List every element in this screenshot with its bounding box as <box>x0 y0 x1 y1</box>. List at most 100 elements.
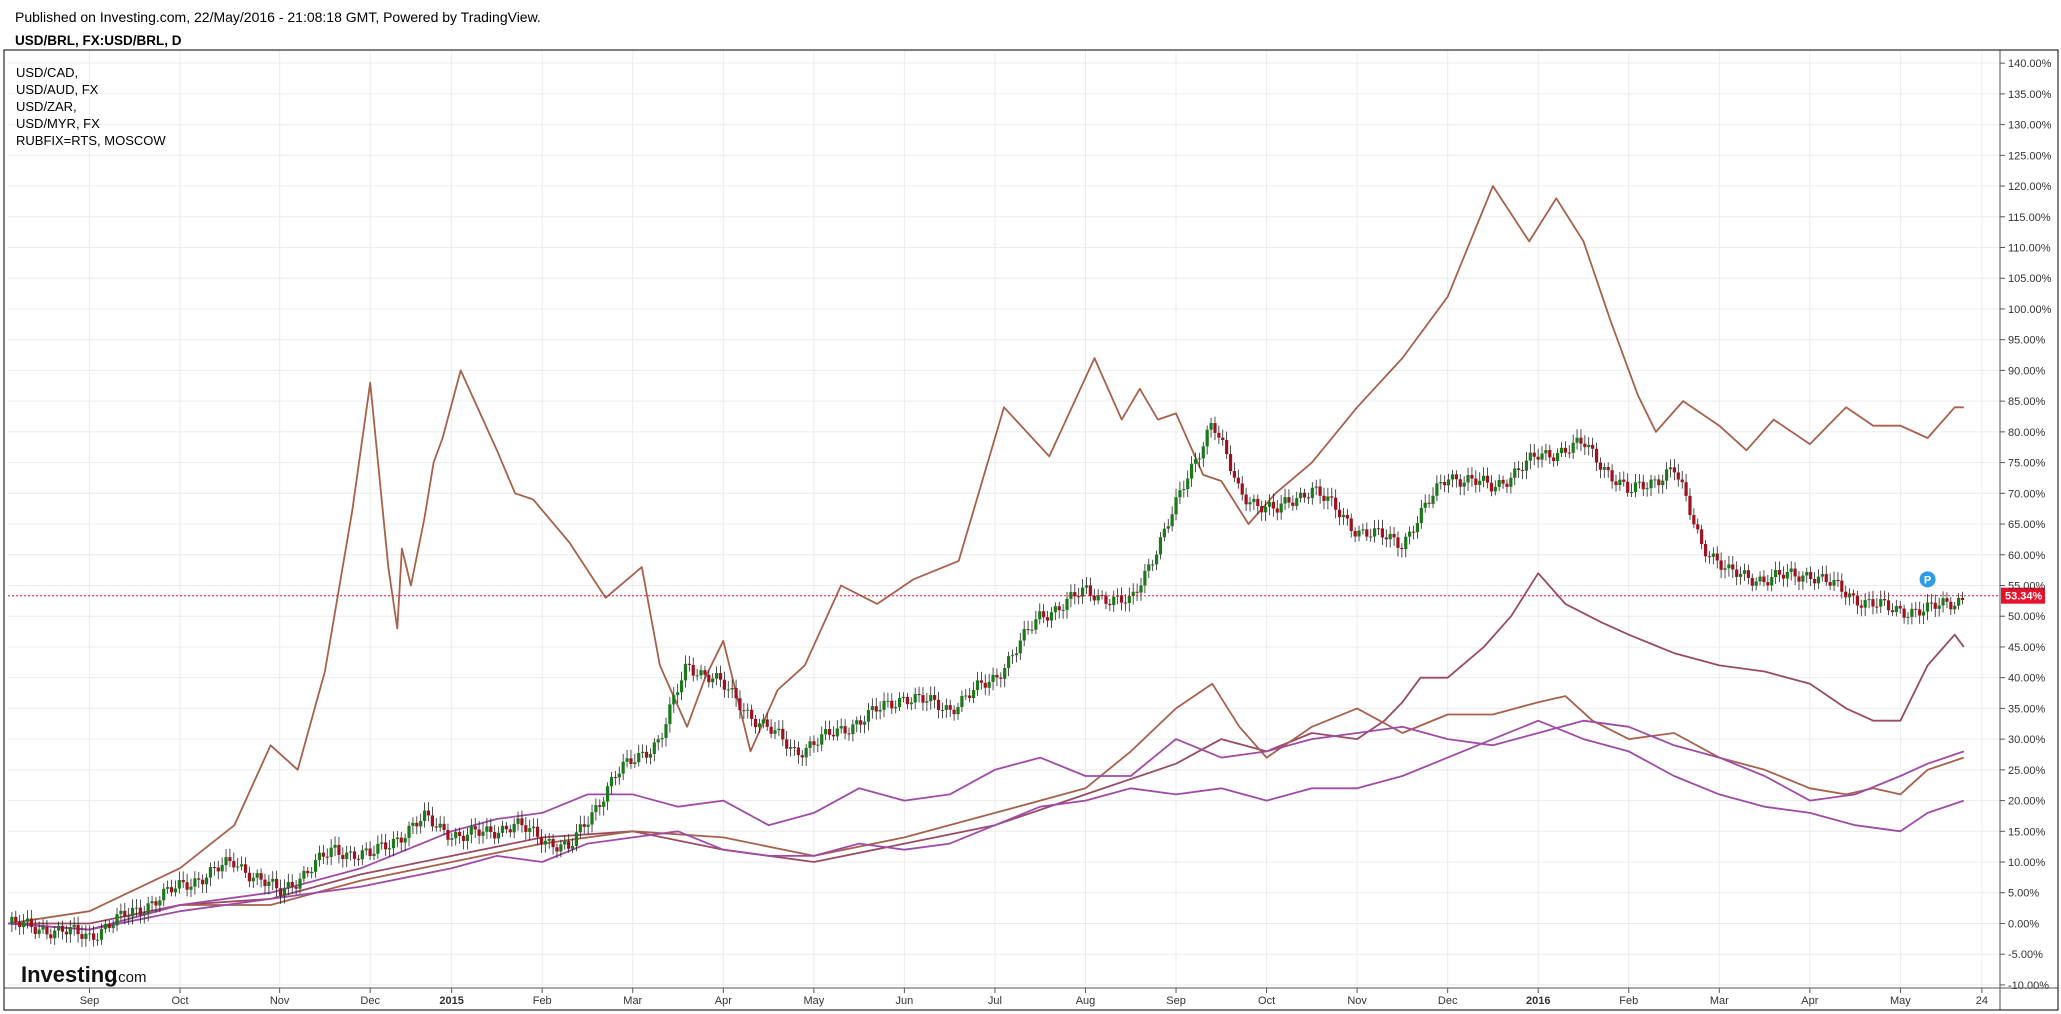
candle-body <box>637 752 641 763</box>
candle-body <box>177 880 181 889</box>
candle-body <box>703 670 707 675</box>
candle-body <box>197 878 201 880</box>
candle-body <box>851 724 855 735</box>
candle-body <box>64 931 69 935</box>
candle-body <box>1057 606 1061 611</box>
candle-body <box>987 681 991 688</box>
candle-body <box>1080 587 1085 597</box>
candle-body <box>535 826 540 837</box>
candle-body <box>590 812 594 825</box>
candle-body <box>1688 495 1692 516</box>
candle-body <box>481 831 485 836</box>
candle-body <box>72 925 76 928</box>
candle-body <box>150 901 154 904</box>
candle-body <box>1715 553 1719 561</box>
candle-body <box>1100 595 1104 597</box>
candle-body <box>777 728 781 731</box>
candle-body <box>1174 497 1178 515</box>
candle-body <box>1587 444 1591 448</box>
candle-body <box>247 872 251 882</box>
event-marker[interactable]: P <box>1919 571 1936 588</box>
candle-body <box>726 689 730 691</box>
candle-body <box>1400 547 1404 550</box>
candle-body <box>1439 482 1443 484</box>
candle-body <box>812 741 816 745</box>
candle-body <box>1069 592 1073 599</box>
candle-body <box>1563 447 1567 453</box>
candle-body <box>251 877 255 882</box>
candle-body <box>870 706 874 711</box>
candle-body <box>808 741 812 748</box>
x-tick-label: Aug <box>1076 995 1096 1007</box>
y-tick-label: 75.00% <box>2008 458 2046 470</box>
candle-body <box>1949 601 1953 610</box>
candle-body <box>352 851 357 859</box>
candle-body <box>1750 577 1754 586</box>
candle-body <box>489 826 493 833</box>
series-line-rubfix-rts <box>7 185 1964 925</box>
candle-body <box>1552 457 1556 462</box>
candle-body <box>1178 490 1182 498</box>
candle-body <box>1898 605 1902 609</box>
candle-body <box>454 831 458 839</box>
published-text: Published on Investing.com, 22/May/2016 … <box>15 9 541 25</box>
candle-body <box>1291 502 1295 506</box>
candle-body <box>403 837 407 843</box>
candle-body <box>1470 475 1474 479</box>
candle-body <box>1474 478 1478 485</box>
candle-body <box>1186 478 1190 490</box>
candle-body <box>1536 456 1540 460</box>
candle-body <box>1443 482 1447 486</box>
candle-body <box>532 826 536 829</box>
candle-body <box>1610 470 1614 482</box>
candle-body <box>208 867 213 878</box>
last-price-label-bg <box>2001 587 2045 604</box>
y-tick-label: 95.00% <box>2008 335 2046 347</box>
candle-body <box>278 888 283 896</box>
candle-body <box>1602 467 1606 470</box>
candle-body <box>835 728 839 737</box>
candle-body <box>691 664 695 676</box>
candle-body <box>1267 501 1272 507</box>
candle-body <box>76 925 80 935</box>
candle-body <box>948 705 952 710</box>
candle-body <box>380 842 384 844</box>
candle-body <box>555 847 559 852</box>
candle-body <box>469 826 473 835</box>
candle-body <box>1824 574 1828 583</box>
candle-body <box>275 878 279 889</box>
candle-body <box>1143 570 1147 586</box>
candle-body <box>1925 602 1930 612</box>
event-marker-icon[interactable] <box>1919 571 1936 588</box>
x-tick-label: Nov <box>270 995 290 1007</box>
candle-body <box>1123 602 1128 604</box>
x-tick-label: Sep <box>80 995 100 1007</box>
candle-body <box>442 823 446 830</box>
candle-body <box>430 815 434 827</box>
candle-body <box>975 680 980 690</box>
legend-entry-usd-zar: USD/ZAR, <box>16 99 77 114</box>
candle-body <box>524 825 528 832</box>
candle-body <box>605 786 610 802</box>
candle-body <box>1505 483 1509 487</box>
candle-body <box>111 925 115 929</box>
candle-body <box>1010 655 1015 657</box>
x-axis[interactable]: Sep Oct Nov Dec 2015 Feb Mar Apr May Jun Jul Aug Sep… <box>4 987 2058 1007</box>
candle-body <box>859 720 863 725</box>
candle-body <box>1902 608 1906 618</box>
candle-body <box>1026 629 1030 631</box>
candle-body <box>446 829 450 840</box>
candle-body <box>925 701 929 703</box>
candle-body <box>1341 514 1346 518</box>
candle-body <box>1252 498 1256 503</box>
candle-body <box>1279 503 1283 513</box>
candle-body <box>282 887 287 896</box>
candle-body <box>886 700 890 702</box>
y-axis[interactable]: 140.00% 135.00% 130.00% 125.00% 120.00% 115.0… <box>1999 50 2052 1010</box>
candle-body <box>1774 570 1778 578</box>
candle-body <box>267 881 271 887</box>
candle-body <box>1446 479 1451 486</box>
candle-body <box>1154 554 1159 565</box>
candle-body <box>917 693 921 696</box>
